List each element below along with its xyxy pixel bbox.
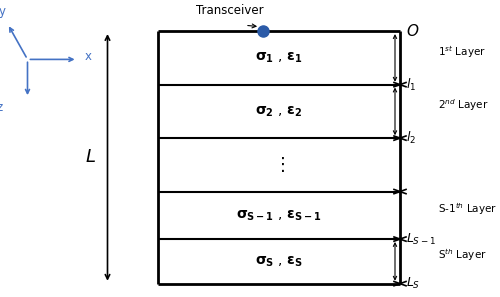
Text: $L_S$: $L_S$ [406, 276, 420, 291]
Text: $\mathbf{\sigma_2}$ , $\mathbf{\varepsilon_2}$: $\mathbf{\sigma_2}$ , $\mathbf{\varepsil… [255, 104, 302, 119]
Text: $l_1$: $l_1$ [406, 77, 416, 93]
Text: $\mathbf{\sigma_1}$ , $\mathbf{\varepsilon_1}$: $\mathbf{\sigma_1}$ , $\mathbf{\varepsil… [255, 51, 302, 65]
Text: $L$: $L$ [84, 148, 96, 166]
Text: $\vdots$: $\vdots$ [273, 155, 284, 174]
Text: Transceiver: Transceiver [196, 4, 264, 17]
Text: y: y [0, 5, 6, 18]
Text: 1$^{st}$ Layer: 1$^{st}$ Layer [438, 44, 486, 60]
Text: $\mathbf{\sigma_S}$ , $\mathbf{\varepsilon_S}$: $\mathbf{\sigma_S}$ , $\mathbf{\varepsil… [255, 254, 302, 268]
Text: S-1$^{th}$ Layer: S-1$^{th}$ Layer [438, 201, 496, 217]
Text: $L_{S-1}$: $L_{S-1}$ [406, 232, 436, 247]
Text: S$^{th}$ Layer: S$^{th}$ Layer [438, 247, 486, 263]
Text: x: x [85, 50, 92, 63]
Text: z: z [0, 101, 3, 114]
Text: $O$: $O$ [406, 23, 420, 39]
Text: $\mathbf{\sigma_{S-1}}$ , $\mathbf{\varepsilon_{S-1}}$: $\mathbf{\sigma_{S-1}}$ , $\mathbf{\vare… [236, 208, 322, 222]
Text: $l_2$: $l_2$ [406, 130, 416, 146]
Text: 2$^{nd}$ Layer: 2$^{nd}$ Layer [438, 97, 488, 113]
